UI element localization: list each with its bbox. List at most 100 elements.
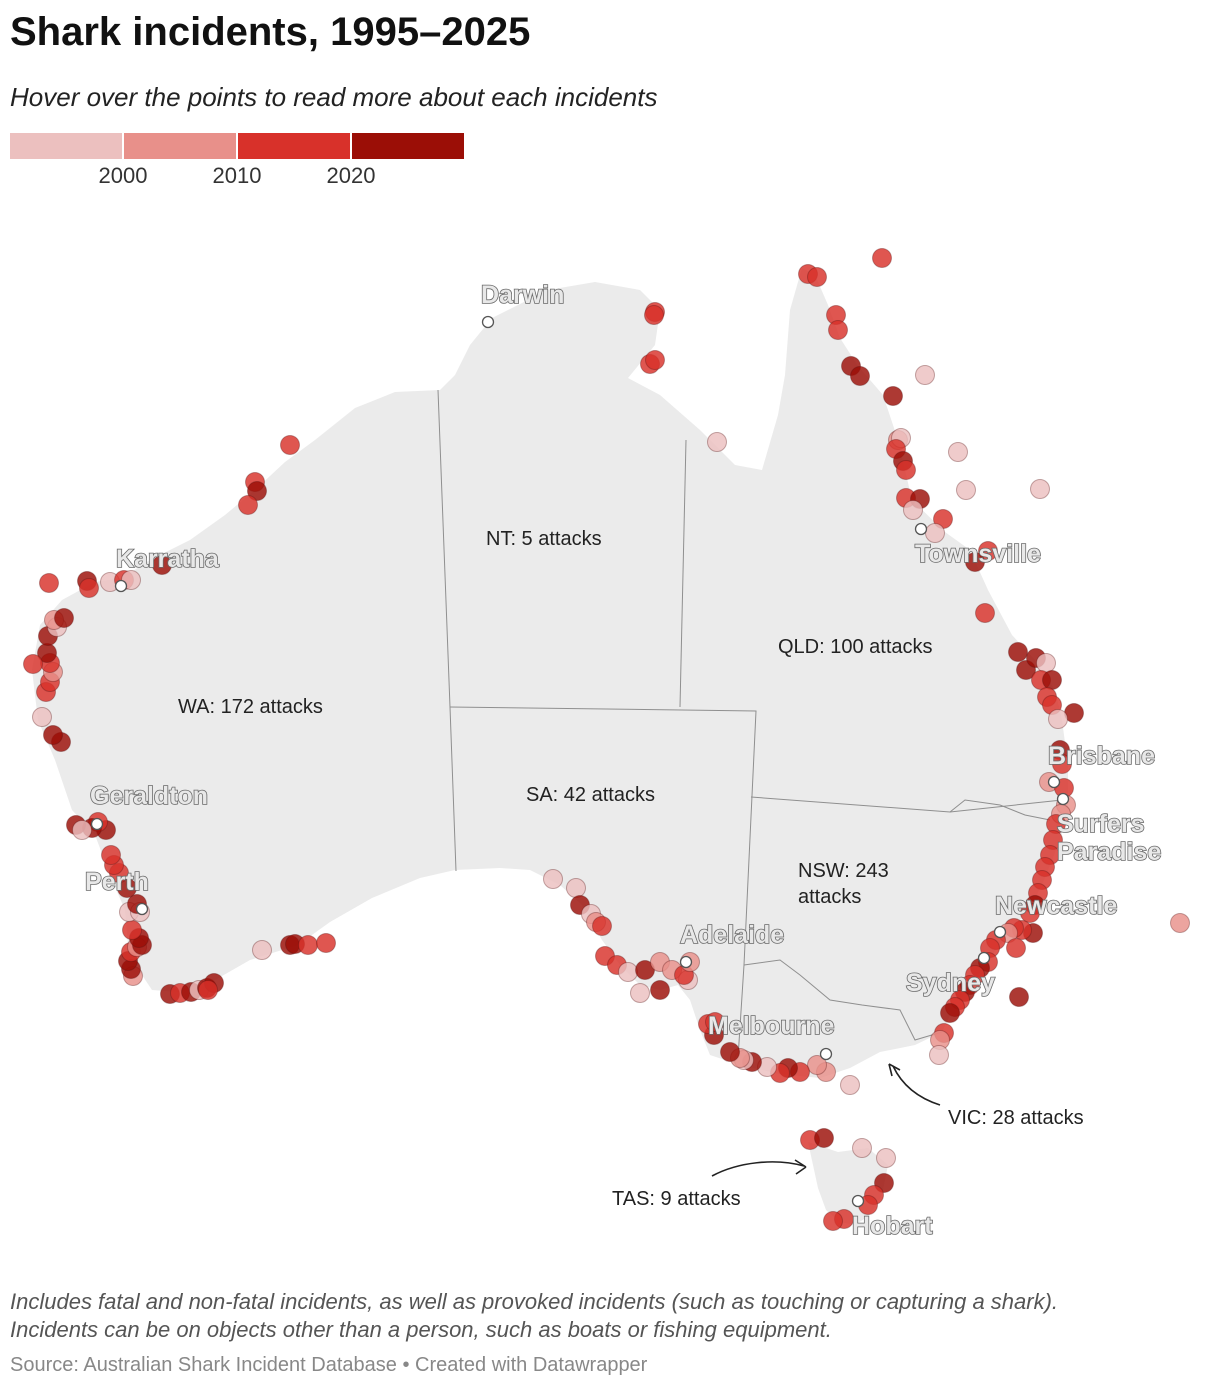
- annotation-tas: TAS: 9 attacks: [612, 1159, 807, 1210]
- incident-point[interactable]: [1009, 987, 1029, 1007]
- legend-bin-2: [124, 133, 236, 159]
- incident-point[interactable]: [965, 552, 985, 572]
- city-label-melbourne: Melbourne: [708, 1012, 834, 1040]
- townsville-marker: [914, 522, 928, 536]
- incident-point[interactable]: [39, 573, 59, 593]
- chart-source: Source: Australian Shark Incident Databa…: [10, 1354, 648, 1376]
- incident-point[interactable]: [122, 920, 142, 940]
- hobart-marker: [851, 1194, 865, 1208]
- legend-bin-3: [238, 133, 350, 159]
- incident-point[interactable]: [705, 1012, 725, 1032]
- geraldton-marker: [90, 817, 104, 831]
- incident-point[interactable]: [618, 962, 638, 982]
- incident-point[interactable]: [644, 305, 664, 325]
- incident-point[interactable]: [850, 366, 870, 386]
- incident-point[interactable]: [238, 495, 258, 515]
- incident-point[interactable]: [252, 940, 272, 960]
- australia-map: Darwin Karratha Geraldton Perth Adelaide…: [23, 248, 1190, 1241]
- incident-point[interactable]: [23, 654, 43, 674]
- state-label-nsw-line1: NSW: 243: [798, 860, 889, 882]
- state-label-vic: VIC: 28 attacks: [948, 1107, 1084, 1129]
- darwin-marker: [481, 315, 495, 329]
- incident-point[interactable]: [915, 365, 935, 385]
- chart-notes: Includes fatal and non-fatal incidents, …: [10, 1288, 1200, 1344]
- city-markers: [90, 315, 1070, 1208]
- incident-point[interactable]: [814, 1128, 834, 1148]
- incident-point[interactable]: [807, 1055, 827, 1075]
- annotation-arrowhead-vic: [888, 1063, 901, 1077]
- incident-point[interactable]: [720, 1042, 740, 1062]
- footnote-line-2: Incidents can be on objects other than a…: [10, 1317, 832, 1342]
- incident-point[interactable]: [152, 555, 172, 575]
- city-label-perth: Perth: [85, 868, 149, 896]
- incident-point[interactable]: [54, 608, 74, 628]
- legend-tick-2000: 2000: [98, 163, 148, 188]
- legend-bin-4: [352, 133, 464, 159]
- incident-point[interactable]: [630, 983, 650, 1003]
- incident-point[interactable]: [43, 725, 63, 745]
- city-label-darwin: Darwin: [481, 281, 564, 309]
- incident-point[interactable]: [79, 578, 99, 598]
- incident-point[interactable]: [298, 935, 318, 955]
- incident-point[interactable]: [707, 432, 727, 452]
- incident-point[interactable]: [1042, 670, 1062, 690]
- incident-point[interactable]: [840, 1075, 860, 1095]
- incident-point[interactable]: [975, 603, 995, 623]
- mainland-australia: [32, 268, 1068, 1078]
- incident-point[interactable]: [247, 481, 267, 501]
- footnote-line-1: Includes fatal and non-fatal incidents, …: [10, 1289, 1059, 1314]
- incident-point[interactable]: [1170, 913, 1190, 933]
- incident-point[interactable]: [635, 960, 655, 980]
- incident-point[interactable]: [896, 460, 916, 480]
- incident-point[interactable]: [852, 1138, 872, 1158]
- incident-points: [23, 248, 1190, 1231]
- incident-point[interactable]: [1006, 938, 1026, 958]
- city-label-paradise: Paradise: [1057, 838, 1161, 866]
- incident-point[interactable]: [1048, 709, 1068, 729]
- newcastle-marker: [993, 925, 1007, 939]
- state-label-qld: QLD: 100 attacks: [778, 636, 933, 658]
- incident-point[interactable]: [101, 845, 121, 865]
- incident-point[interactable]: [823, 1211, 843, 1231]
- state-label-tas: TAS: 9 attacks: [612, 1188, 741, 1210]
- incident-point[interactable]: [1030, 479, 1050, 499]
- brisbane-marker: [1047, 775, 1061, 789]
- incident-point[interactable]: [280, 435, 300, 455]
- chart-subtitle: Hover over the points to read more about…: [10, 82, 658, 112]
- incident-point[interactable]: [32, 707, 52, 727]
- incident-point[interactable]: [72, 820, 92, 840]
- incident-point[interactable]: [807, 267, 827, 287]
- state-label-nt: NT: 5 attacks: [486, 528, 602, 550]
- annotation-arrow-tas: [711, 1161, 805, 1177]
- chart-title: Shark incidents, 1995–2025: [10, 10, 531, 54]
- city-label-sydney: Sydney: [906, 969, 995, 997]
- incident-point[interactable]: [1036, 653, 1056, 673]
- incident-point[interactable]: [828, 320, 848, 340]
- incident-point[interactable]: [117, 878, 137, 898]
- legend-tick-2020: 2020: [326, 163, 376, 188]
- incident-point[interactable]: [316, 933, 336, 953]
- incident-point[interactable]: [978, 541, 998, 561]
- incident-point[interactable]: [645, 350, 665, 370]
- incident-point[interactable]: [956, 480, 976, 500]
- incident-point[interactable]: [876, 1148, 896, 1168]
- incident-point[interactable]: [940, 1003, 960, 1023]
- incident-point[interactable]: [1020, 903, 1040, 923]
- incident-point[interactable]: [543, 869, 563, 889]
- incident-point[interactable]: [566, 878, 586, 898]
- incident-point[interactable]: [929, 1045, 949, 1065]
- incident-point[interactable]: [1052, 754, 1072, 774]
- incident-point[interactable]: [948, 442, 968, 462]
- city-label-newcastle: Newcastle: [995, 892, 1117, 920]
- incident-point[interactable]: [1008, 642, 1028, 662]
- incident-point[interactable]: [872, 248, 892, 268]
- incident-point[interactable]: [198, 980, 218, 1000]
- incident-point[interactable]: [592, 916, 612, 936]
- state-label-wa: WA: 172 attacks: [178, 696, 323, 718]
- incident-point[interactable]: [883, 386, 903, 406]
- incident-point[interactable]: [903, 500, 923, 520]
- incident-point[interactable]: [650, 980, 670, 1000]
- adelaide-marker: [679, 955, 693, 969]
- sydney-marker: [977, 951, 991, 965]
- state-label-sa: SA: 42 attacks: [526, 784, 655, 806]
